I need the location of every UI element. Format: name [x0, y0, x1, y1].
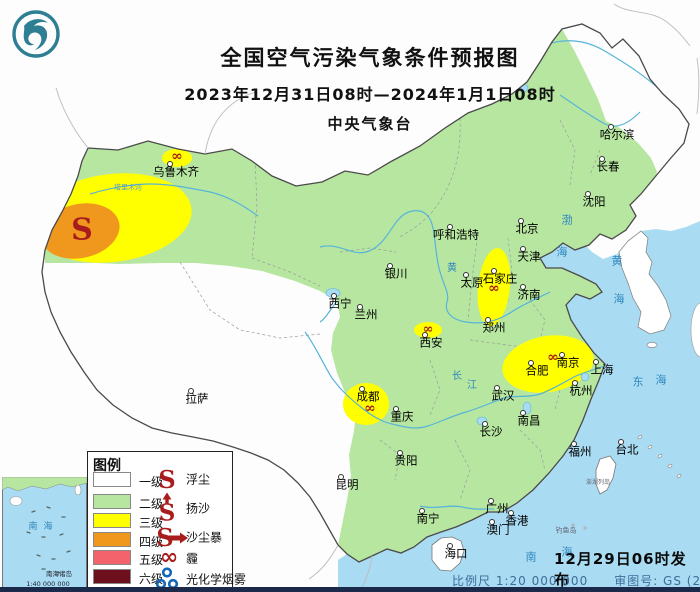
map-scale: 比例尺 1:20 000 000 [452, 574, 589, 588]
svg-text:海: 海 [43, 520, 52, 532]
legend-symbol-label: 扬沙 [186, 501, 211, 516]
legend-swatch [93, 550, 131, 565]
inset-mainland [2, 477, 87, 492]
legend-level-label: 四级 [139, 535, 164, 549]
bottom-border-line [0, 587, 700, 592]
haze-icon: ∞ [154, 549, 184, 567]
forecast-period: 2023年12月31日08时—2024年1月1日08时 [184, 85, 556, 104]
issue-timestamp: 12月29日06时发布 [554, 550, 687, 589]
title-block: 全国空气污染气象条件预报图 2023年12月31日08时—2024年1月1日08… [140, 42, 600, 134]
legend-level-label: 一级 [139, 475, 164, 489]
scale-bar: 比例尺 1:20 000 000 审图号: GS (2019) 3082号 [452, 572, 700, 589]
legend-symbol-label: 光化学烟雾 [186, 572, 247, 587]
legend-swatch [93, 569, 131, 584]
legend-level-label: 五级 [139, 553, 164, 567]
pollution-zones [42, 149, 594, 425]
legend-symbol-label: 霾 [186, 551, 199, 566]
svg-text:S: S [158, 467, 175, 491]
inset-islands-label: 南海诸岛 [46, 569, 72, 578]
national-border [41, 23, 690, 563]
foreign-land [55, 3, 700, 591]
legend-swatch [93, 472, 131, 487]
blowing-sand-icon: S [154, 492, 180, 524]
svg-text:∞: ∞ [160, 549, 178, 567]
svg-text:S: S [156, 525, 173, 549]
rivers [89, 40, 659, 510]
legend-level-label: 二级 [139, 497, 164, 511]
legend-swatch [93, 513, 131, 528]
dust-icon: S [154, 467, 180, 491]
legend-symbol-label: 沙尘暴 [186, 530, 223, 545]
agency-name: 中央气象台 [327, 115, 413, 133]
legend-swatch [93, 494, 131, 509]
legend-level-label: 三级 [139, 516, 164, 530]
legend-symbol-label: 浮尘 [186, 472, 211, 487]
legend-swatch [93, 532, 131, 547]
page-title: 全国空气污染气象条件预报图 [220, 46, 520, 70]
sea-area [338, 221, 700, 592]
legend: 图例 一级 二级 三级 四级 五级 六级 S 浮尘 S 扬沙 S 沙尘暴 ∞ 霾光化学烟雾 [87, 451, 246, 592]
svg-text:南: 南 [28, 520, 37, 532]
approval-number: 审图号: GS (2019) 3082号 [614, 574, 700, 588]
legend-title: 图例 [93, 458, 121, 474]
cma-logo-icon [10, 8, 62, 60]
level2-region [45, 29, 657, 562]
sandstorm-icon: S [154, 525, 189, 549]
inset-map: 南 海 南海诸岛 1:40 000 000 [2, 477, 87, 592]
inset-scale: 1:40 000 000 [26, 580, 70, 588]
svg-text:S: S [159, 500, 176, 524]
